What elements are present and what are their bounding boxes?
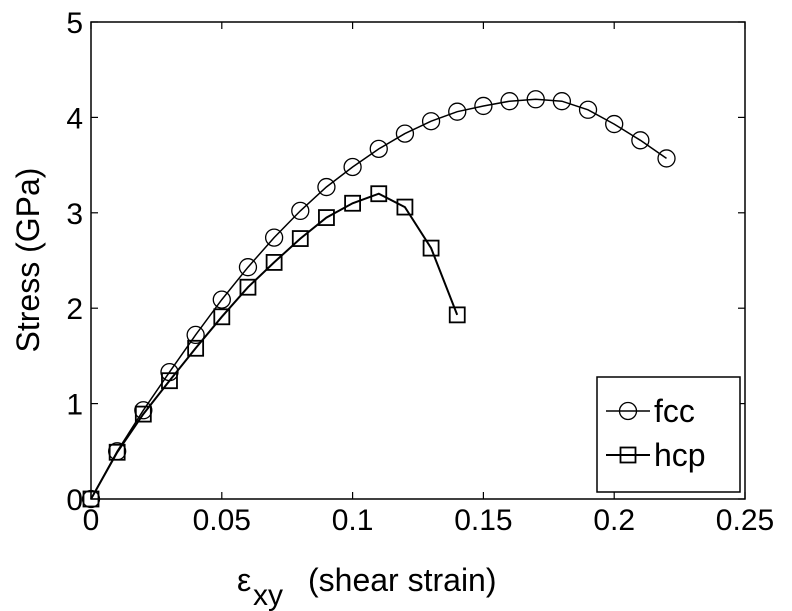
data-point-hcp xyxy=(108,443,126,461)
x-axis-label-text: (shear strain) xyxy=(308,562,497,598)
data-point-fcc xyxy=(369,139,388,159)
data-point-fcc xyxy=(500,92,519,111)
data-point-fcc xyxy=(526,90,545,109)
legend-label: hcp xyxy=(654,437,706,473)
legend-marker-fcc xyxy=(618,401,638,421)
legend-item-hcp: hcp xyxy=(606,437,706,473)
data-point-hcp xyxy=(344,194,362,212)
x-tick-label: 0.15 xyxy=(454,504,512,537)
legend-marker-hcp xyxy=(619,446,637,464)
data-point-fcc xyxy=(552,92,572,111)
data-point-fcc xyxy=(395,124,415,143)
y-tick-label: 1 xyxy=(66,389,83,422)
y-tick-label: 2 xyxy=(66,293,83,326)
series-hcp xyxy=(82,185,466,508)
y-tick-label: 4 xyxy=(66,102,83,135)
series-fcc xyxy=(81,90,676,509)
data-point-hcp xyxy=(448,306,466,324)
data-point-fcc xyxy=(631,131,650,150)
data-point-hcp xyxy=(187,339,205,357)
data-point-fcc xyxy=(317,177,336,197)
data-point-hcp xyxy=(318,209,335,226)
data-point-fcc xyxy=(605,114,624,134)
data-point-fcc xyxy=(421,112,441,131)
data-point-hcp xyxy=(161,372,178,390)
data-point-fcc xyxy=(448,102,467,121)
data-point-fcc xyxy=(657,149,676,168)
data-point-fcc xyxy=(343,157,362,177)
legend-box xyxy=(596,376,741,493)
x-tick-label: 0.2 xyxy=(593,504,635,537)
x-tick-label: 0.1 xyxy=(332,504,374,537)
legend-item-fcc: fcc xyxy=(606,393,695,429)
x-tick-label: 0.25 xyxy=(716,504,774,537)
x-axis-label: ε xy (shear strain) xyxy=(237,562,497,611)
data-point-hcp xyxy=(291,230,309,247)
series-line-fcc xyxy=(90,98,667,500)
legend: fcc hcp xyxy=(596,376,741,493)
x-axis-label-subscript: xy xyxy=(253,579,283,611)
axes: 0 0.05 0.1 0.15 0.2 0.25 0 1 2 3 4 5 xyxy=(66,7,774,537)
axes-frame xyxy=(90,21,746,500)
data-point-fcc xyxy=(578,100,598,119)
data-point-hcp xyxy=(213,308,231,326)
y-tick-label: 3 xyxy=(66,198,83,231)
data-point-fcc xyxy=(474,96,493,116)
data-point-hcp xyxy=(396,198,414,216)
y-axis-label: Stress (GPa) xyxy=(10,168,46,353)
x-axis-label-symbol: ε xyxy=(237,562,251,598)
data-point-fcc xyxy=(291,201,310,221)
data-point-hcp xyxy=(239,278,257,296)
y-tick-label: 0 xyxy=(66,484,83,517)
plot-area xyxy=(81,90,676,509)
data-point-fcc xyxy=(212,290,231,309)
data-point-hcp xyxy=(265,254,283,271)
data-point-hcp xyxy=(422,239,440,257)
data-point-hcp xyxy=(370,185,388,203)
legend-label: fcc xyxy=(654,393,695,429)
y-tick-label: 5 xyxy=(66,7,83,40)
data-point-fcc xyxy=(134,401,153,420)
data-point-fcc xyxy=(238,258,258,277)
data-point-fcc xyxy=(264,228,284,247)
x-tick-label: 0.05 xyxy=(193,504,251,537)
x-tick-label: 0 xyxy=(83,504,100,537)
series-line-hcp xyxy=(90,192,459,500)
data-point-hcp xyxy=(134,405,152,423)
data-point-fcc xyxy=(186,325,205,345)
